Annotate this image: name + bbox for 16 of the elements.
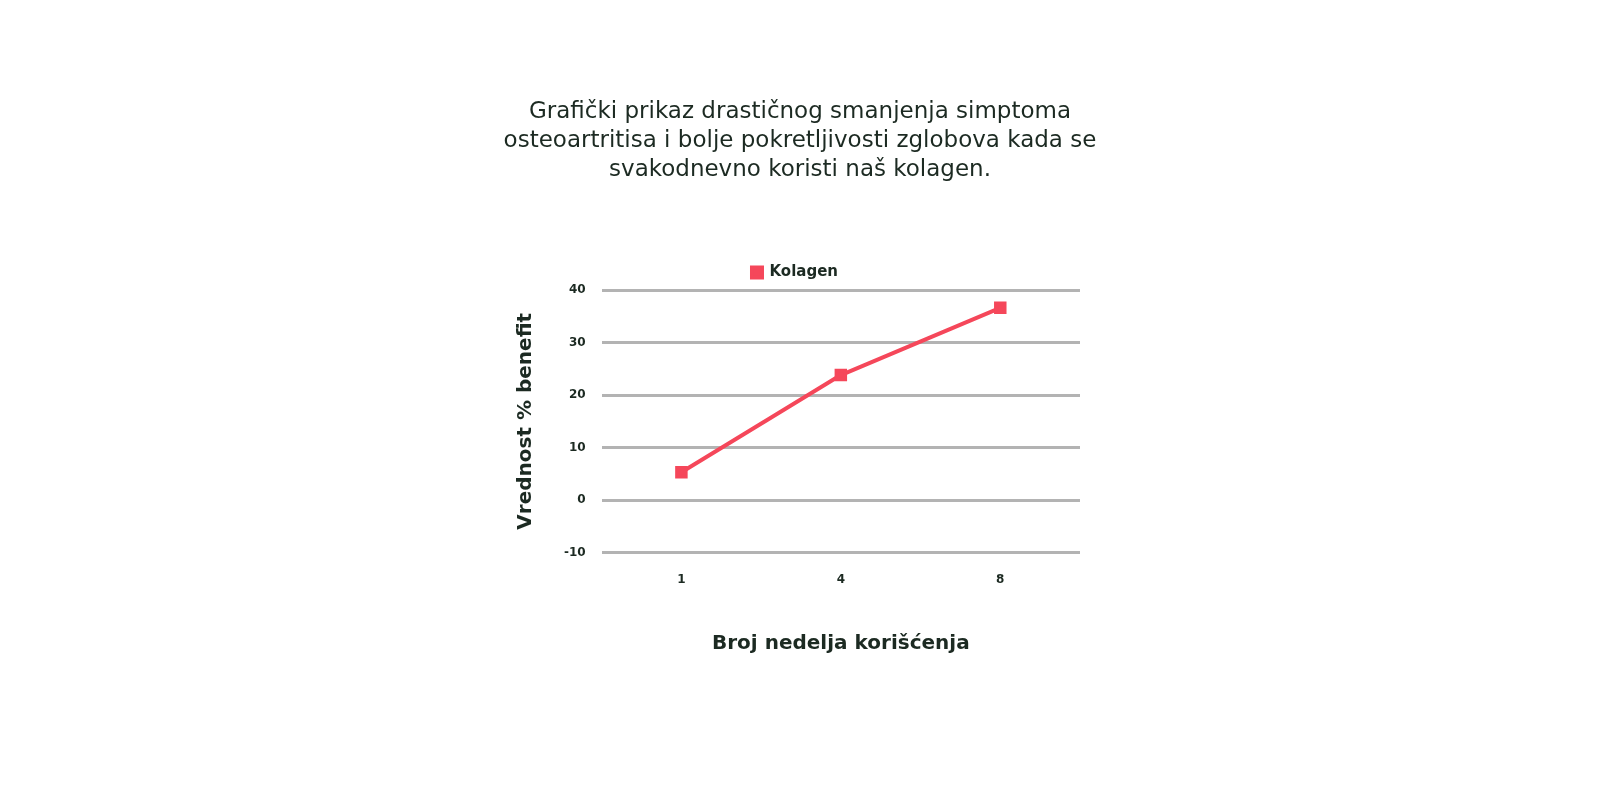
point xyxy=(994,301,1007,315)
point xyxy=(834,368,848,382)
x-tick-label: 4 xyxy=(836,571,846,586)
x-axis-title: Broj nedelja korišćenja xyxy=(712,630,970,655)
legend-label: Kolagen xyxy=(769,262,839,281)
y-tick-label: 30 xyxy=(568,334,586,349)
y-axis-title: Vrednost % benefit xyxy=(512,312,537,530)
y-tick-label: -10 xyxy=(563,544,586,559)
x-tick-label: 1 xyxy=(677,571,686,586)
y-tick-label: 10 xyxy=(568,439,586,454)
y-tick-label: 0 xyxy=(577,492,586,507)
y-tick-label: 20 xyxy=(568,387,586,402)
x-tick-label: 8 xyxy=(996,571,1005,586)
y-tick-label: 40 xyxy=(568,282,586,297)
chart-title: Grafički prikaz drastičnog smanjenja simptoma osteoartritisa i bolje pokretljivosti zglobova kada se svakodnevno koristi naš kolagen. xyxy=(502,96,1098,183)
point xyxy=(675,466,688,479)
